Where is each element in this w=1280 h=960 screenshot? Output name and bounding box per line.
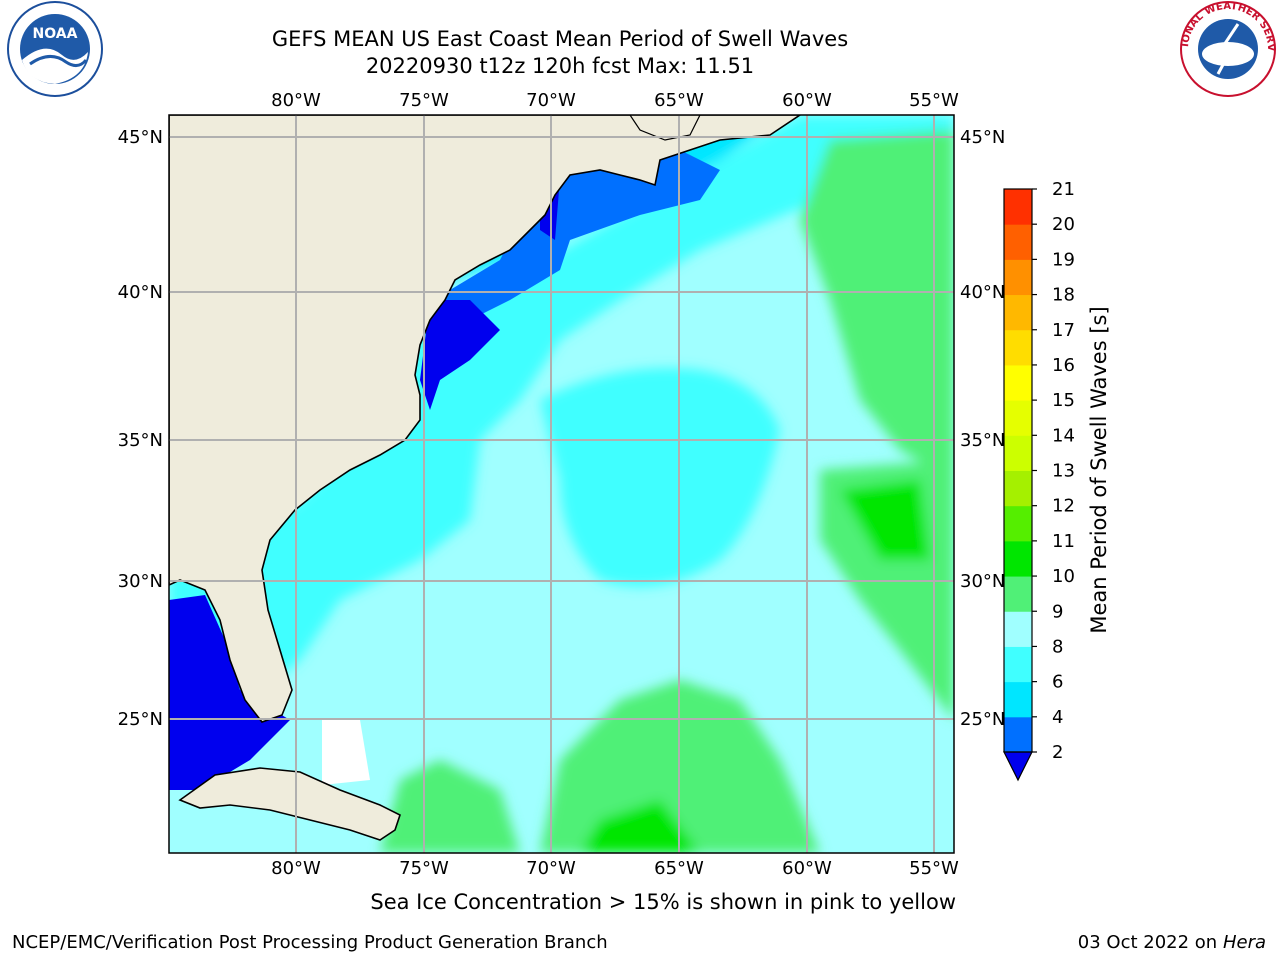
lon-labels: 80°W 75°W 70°W 65°W 60°W 55°W 80°W 75°W … [271, 90, 959, 879]
lon-label-bottom: 80°W [271, 858, 321, 879]
colorbar-swatch [1004, 576, 1032, 612]
colorbar-swatch [1004, 364, 1032, 401]
colorbar-swatch [1004, 470, 1032, 507]
lon-label-top: 65°W [654, 90, 704, 111]
lon-label-bottom: 55°W [909, 858, 959, 879]
colorbar-tick-label: 4 [1052, 707, 1063, 728]
lat-labels: 45°N 40°N 35°N 30°N 25°N 45°N 40°N 35°N … [118, 127, 1006, 730]
lon-label-bottom: 70°W [526, 858, 576, 879]
lat-label-right: 45°N [960, 127, 1005, 148]
field-2-4s [430, 140, 720, 350]
colorbar-swatch [1004, 681, 1032, 718]
noaa-logo-text: NOAA [33, 26, 78, 42]
colorbar-swatch [1004, 505, 1032, 542]
colorbar-swatch [1004, 294, 1032, 331]
field-6-8s-central [540, 368, 780, 587]
lat-label-left: 40°N [118, 282, 163, 303]
colorbar-tick-label: 6 [1052, 672, 1063, 693]
colorbar-swatch [1004, 611, 1032, 647]
machine-name: Hera [1222, 932, 1266, 953]
colorbar-swatch [1004, 435, 1032, 471]
lon-label-top: 75°W [399, 90, 449, 111]
credit-text: NCEP/EMC/Verification Post Processing Pr… [12, 932, 608, 953]
colorbar-tick-label: 18 [1052, 285, 1075, 306]
lat-label-right: 30°N [960, 571, 1005, 592]
colorbar-tick-label: 13 [1052, 461, 1075, 482]
lon-label-top: 60°W [782, 90, 832, 111]
field-under-2s-midatlantic [420, 300, 500, 410]
colorbar-swatch [1004, 224, 1032, 260]
colorbar-swatch [1004, 540, 1032, 577]
colorbar-tick-label: 11 [1052, 531, 1075, 552]
lon-label-top: 80°W [271, 90, 321, 111]
colorbar-tick-label: 19 [1052, 249, 1075, 270]
colorbar-tick-label: 2 [1052, 742, 1063, 763]
colorbar-tick-label: 12 [1052, 496, 1075, 517]
field-10-11s-south [580, 800, 700, 853]
nws-logo-text: NATIONAL WEATHER SERVICE [0, 0, 1276, 52]
colorbar-swatch [1004, 646, 1032, 683]
lon-label-bottom: 75°W [399, 858, 449, 879]
colorbar-tick-label: 20 [1052, 214, 1075, 235]
swell-period-field [169, 115, 954, 853]
colorbar-under-arrow [1003, 751, 1033, 782]
lon-label-top: 70°W [526, 90, 576, 111]
colorbar-tick-label: 14 [1052, 425, 1075, 446]
lon-label-top: 55°W [909, 90, 959, 111]
colorbar-tick-label: 8 [1052, 636, 1063, 657]
colorbar-swatch [1004, 716, 1032, 753]
field-9-10s-bahamas [380, 760, 520, 853]
lat-label-left: 25°N [118, 709, 163, 730]
chart-title: GEFS MEAN US East Coast Mean Period of S… [271, 27, 849, 51]
date-value: 03 Oct 2022 on [1077, 932, 1223, 953]
map-frame [168, 114, 955, 854]
field-9-10s-east [800, 130, 954, 480]
cuba-land [178, 767, 401, 841]
lon-label-bottom: 60°W [782, 858, 832, 879]
graticule [169, 115, 954, 853]
colorbar-tick-label: 16 [1052, 355, 1075, 376]
date-text: 03 Oct 2022 on Hera [1078, 932, 1266, 953]
colorbar-label: Mean Period of Swell Waves [s] [1087, 306, 1111, 633]
colorbar: 2 4 6 8 9 10 11 12 13 14 15 16 17 18 19 20 21 Mean Perio… [1003, 179, 1111, 782]
colorbar-swatch [1004, 329, 1032, 366]
lat-label-right: 35°N [960, 430, 1005, 451]
colorbar-tick-label: 21 [1052, 179, 1075, 200]
lat-label-right: 25°N [960, 709, 1005, 730]
colorbar-swatch [1004, 189, 1032, 225]
lon-label-bottom: 65°W [654, 858, 704, 879]
sea-ice-note: Sea Ice Concentration > 15% is shown in … [370, 890, 956, 914]
colorbar-tick-label: 15 [1052, 390, 1075, 411]
lat-label-right: 40°N [960, 282, 1005, 303]
missing-data-bank [322, 720, 370, 785]
lat-label-left: 35°N [118, 430, 163, 451]
colorbar-tick-label: 17 [1052, 320, 1075, 341]
noaa-logo: NOAA [7, 1, 103, 97]
colorbar-swatch [1004, 259, 1032, 296]
colorbar-swatch [1004, 400, 1032, 436]
field-under-2s-gulf [169, 595, 290, 790]
chart-subtitle: 20220930 t12z 120h fcst Max: 11.51 [365, 54, 755, 78]
nws-logo: NATIONAL WEATHER SERVICE [0, 0, 1276, 97]
colorbar-tick-label: 9 [1052, 601, 1063, 622]
colorbar-tick-label: 10 [1052, 566, 1075, 587]
lat-label-left: 45°N [118, 127, 163, 148]
lat-label-left: 30°N [118, 571, 163, 592]
field-10-11s-east [840, 480, 930, 560]
